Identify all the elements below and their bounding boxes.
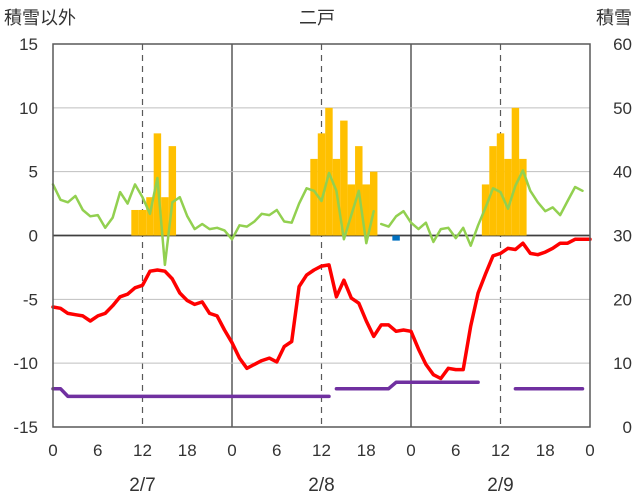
green-series-line: [379, 169, 584, 247]
snow-bar: [131, 209, 139, 236]
green-series-line: [51, 171, 375, 267]
left-tick-label: 0: [29, 227, 38, 246]
plot-frame: [52, 43, 591, 428]
day-label: 2/9: [487, 475, 513, 496]
x-tick-label: 18: [178, 441, 197, 460]
x-tick-label: 12: [133, 441, 152, 460]
x-tick-label: 12: [312, 441, 331, 460]
x-tick-label: 6: [272, 441, 281, 460]
blue-bar: [392, 235, 400, 241]
snow-bar: [511, 107, 520, 236]
x-tick-label: 6: [93, 441, 102, 460]
right-tick-label: 0: [623, 418, 632, 437]
purple-series-line: [51, 386, 331, 399]
right-tick-label: 40: [613, 163, 632, 182]
right-axis-label: 積雪: [596, 8, 632, 28]
x-tick-label: 6: [451, 441, 460, 460]
series-lines: [51, 169, 592, 399]
x-tick-label: 0: [585, 441, 594, 460]
snow-bar: [161, 197, 169, 236]
snow-bar: [369, 171, 378, 236]
day-labels: 2/7 2/8 2/9: [129, 475, 513, 496]
chart-title: 二戸: [299, 8, 335, 28]
right-tick-label: 10: [613, 354, 632, 373]
snow-bar: [340, 120, 348, 236]
snow-bar: [347, 184, 356, 236]
x-axis-ticks: 0 6 12 18 0 6 12 18 0 6 12 18 0: [48, 441, 594, 460]
snow-bar: [310, 158, 318, 236]
right-tick-label: 60: [613, 35, 632, 54]
x-tick-label: 18: [357, 441, 376, 460]
purple-series-line: [334, 380, 480, 391]
snow-bar: [519, 158, 527, 236]
right-tick-label: 30: [613, 227, 632, 246]
right-tick-label: 50: [613, 99, 632, 118]
snow-bar: [146, 197, 154, 236]
day-label: 2/7: [129, 475, 155, 496]
left-tick-label: 5: [29, 163, 38, 182]
left-tick-label: 15: [19, 35, 38, 54]
snow-bar: [317, 133, 326, 236]
left-tick-label: -5: [23, 290, 38, 309]
right-axis-ticks: 60 50 40 30 20 10 0: [613, 35, 632, 437]
left-axis-label: 積雪以外: [4, 8, 76, 28]
left-axis-ticks: 15 10 5 0 -5 -10 -15: [13, 35, 38, 437]
x-tick-label: 0: [227, 441, 236, 460]
x-tick-label: 18: [536, 441, 555, 460]
x-tick-label: 12: [491, 441, 510, 460]
right-tick-label: 20: [613, 290, 632, 309]
day-label: 2/8: [308, 475, 334, 496]
snow-bar: [138, 209, 147, 236]
snow-bar: [362, 184, 370, 236]
x-tick-label: 0: [48, 441, 57, 460]
snow-bar: [168, 146, 177, 236]
snow-bar: [504, 158, 512, 236]
red-series-line: [51, 237, 592, 381]
left-tick-label: 10: [19, 99, 38, 118]
x-tick-label: 0: [406, 441, 415, 460]
snow-bar: [496, 133, 505, 236]
left-tick-label: -15: [13, 418, 38, 437]
left-tick-label: -10: [13, 354, 38, 373]
